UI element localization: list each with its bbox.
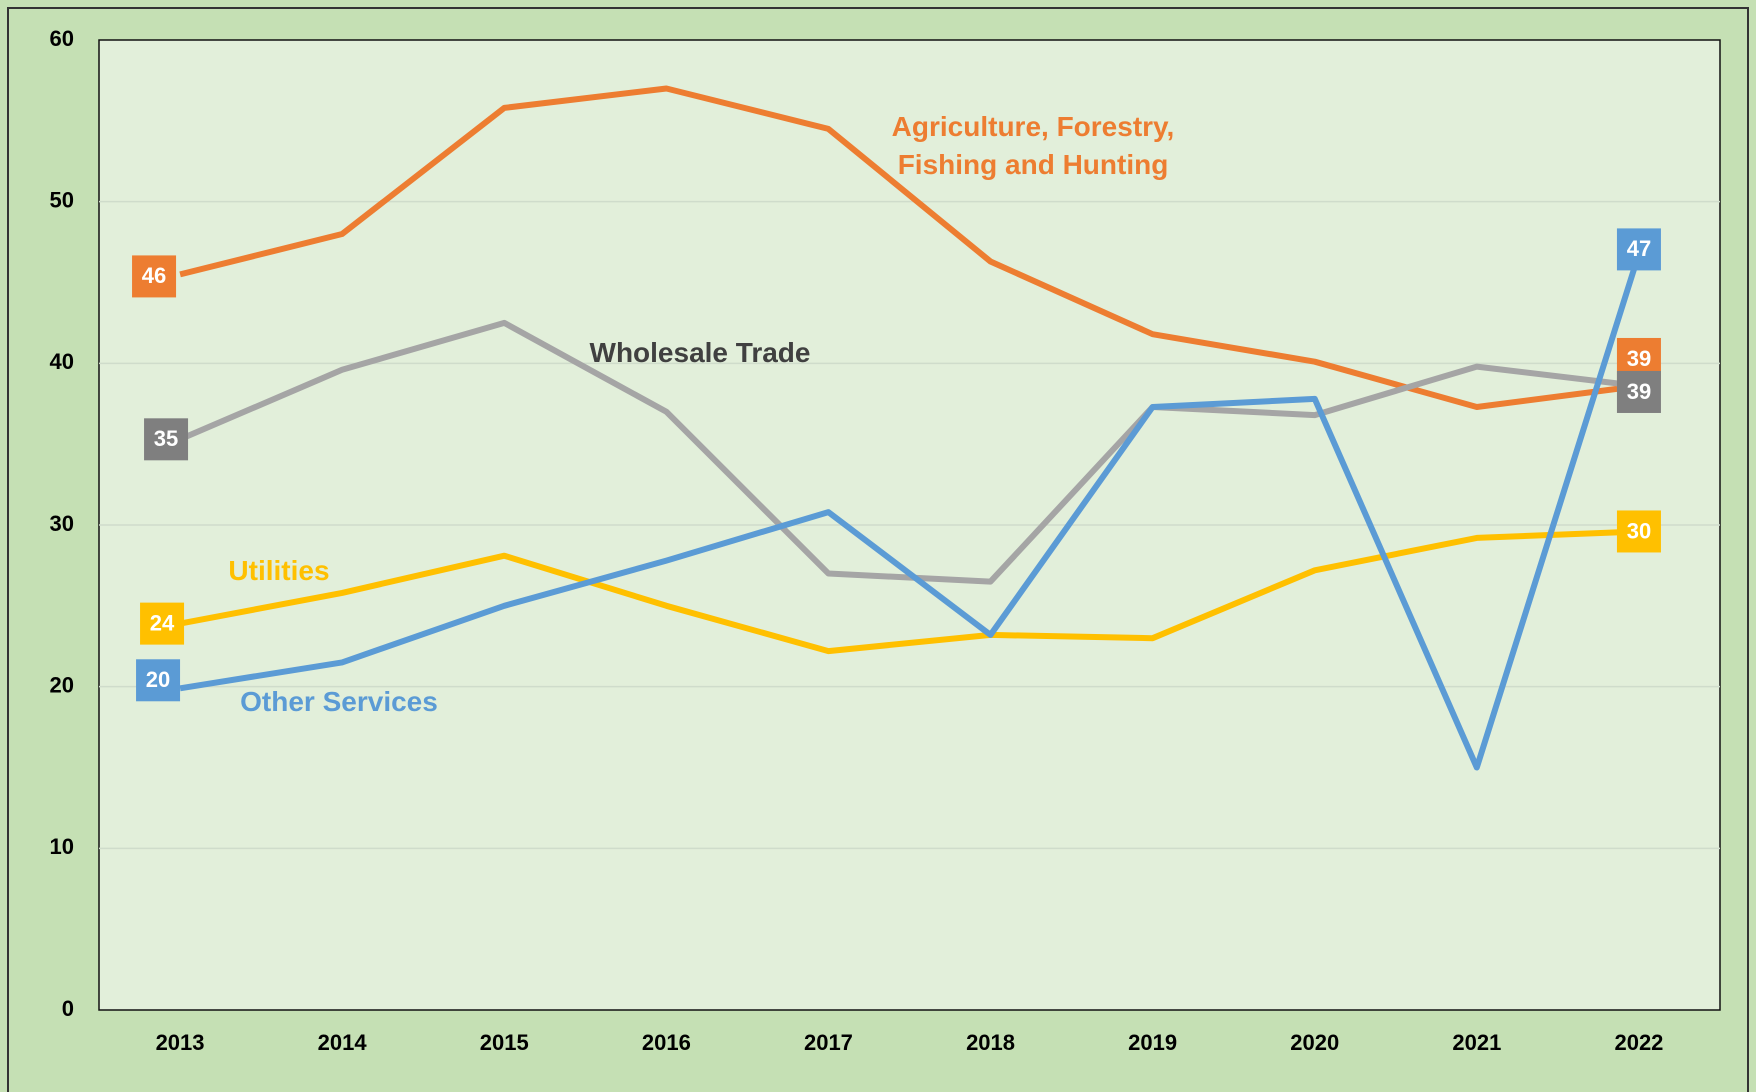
x-tick-label: 2014 [318, 1030, 368, 1055]
x-tick-label: 2018 [966, 1030, 1015, 1055]
y-tick-label: 0 [62, 996, 74, 1021]
value-label: 39 [1627, 379, 1651, 404]
value-label-box [1616, 510, 1661, 553]
value-label: 39 [1627, 346, 1651, 371]
x-tick-label: 2017 [804, 1030, 853, 1055]
y-tick-label: 50 [50, 187, 74, 212]
value-label-box [1616, 228, 1661, 271]
value-label-box [136, 659, 181, 702]
y-tick-label: 30 [50, 511, 74, 536]
x-tick-label: 2015 [480, 1030, 529, 1055]
series-name: Wholesale Trade [589, 337, 811, 368]
x-tick-label: 2019 [1128, 1030, 1177, 1055]
series-name: Other Services [240, 686, 438, 717]
x-tick-label: 2020 [1290, 1030, 1339, 1055]
series-line [179, 85, 1640, 410]
series-name: Utilities [228, 555, 330, 586]
value-label: 47 [1627, 236, 1651, 261]
series-line [179, 252, 1642, 771]
value-label: 46 [142, 263, 166, 288]
value-label-box [140, 602, 185, 645]
series-line [178, 319, 1640, 585]
x-tick-label: 2021 [1452, 1030, 1501, 1055]
y-tick-label: 60 [50, 26, 74, 51]
series-line [179, 528, 1640, 655]
x-tick-label: 2013 [156, 1030, 205, 1055]
series-name: Agriculture, Forestry, Fishing and Hunti… [891, 111, 1175, 180]
y-tick-label: 10 [50, 834, 74, 859]
y-tick-label: 20 [50, 672, 74, 697]
value-label: 24 [150, 610, 175, 635]
value-label-box [144, 418, 189, 461]
value-label-box [132, 255, 177, 298]
value-label: 30 [1627, 518, 1651, 543]
outer-border [7, 7, 1749, 1092]
value-label: 20 [146, 667, 170, 692]
value-label: 35 [154, 426, 178, 451]
value-label-box [1616, 370, 1661, 413]
x-tick-label: 2016 [642, 1030, 691, 1055]
y-tick-label: 40 [50, 349, 74, 374]
x-tick-label: 2022 [1614, 1030, 1663, 1055]
